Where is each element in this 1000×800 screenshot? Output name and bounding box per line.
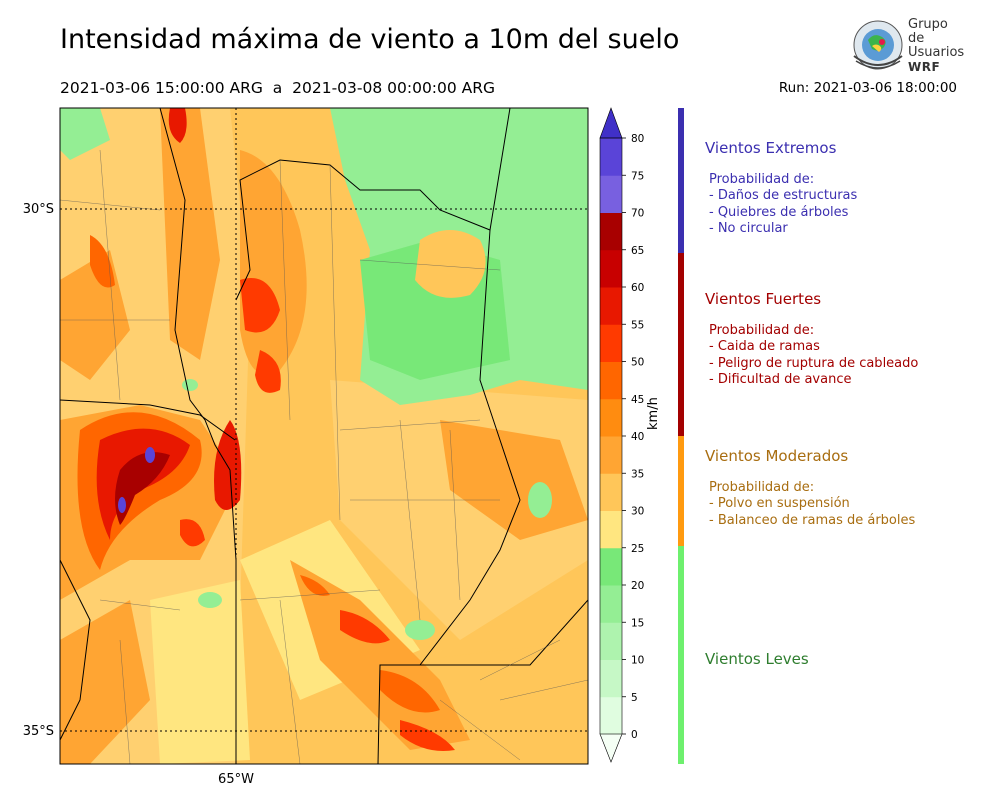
colorbar-segment (600, 547, 622, 586)
colorbar-tick-label: 20 (631, 580, 644, 592)
colorbar-over-triangle (599, 107, 623, 139)
colorbar-tick-label: 65 (631, 245, 644, 257)
legend-item: - Quiebres de árboles (709, 204, 849, 220)
map-frame (59, 107, 589, 765)
colorbar-segment (600, 175, 622, 213)
legend-item: - Polvo en suspensión (709, 496, 850, 512)
page-title: Intensidad máxima de viento a 10m del su… (60, 24, 680, 55)
colorbar-segment (600, 287, 622, 325)
logo-line-2: Usuarios (908, 45, 965, 60)
colorbar-under-triangle (599, 733, 623, 763)
colorbar-tick-label: 0 (631, 729, 638, 741)
legend-item: - Caida de ramas (709, 339, 820, 355)
colorbar-segment (600, 585, 622, 623)
run-time: Run: 2021-03-06 18:00:00 (778, 80, 957, 96)
lat-label-35s: 35°S (23, 724, 54, 739)
colorbar-segment (600, 249, 622, 288)
lat-label-30s: 30°S (23, 202, 54, 217)
colorbar-tick-label: 5 (631, 692, 638, 704)
legend-items-extremos: Probabilidad de: - Daños de estructuras … (709, 172, 857, 237)
colorbar: 0 5 10 15 20 25 30 35 40 45 50 55 60 65 70 75 80 (599, 107, 644, 763)
colorbar-tick-label: 60 (631, 282, 644, 294)
colorbar-tick-label: 15 (631, 617, 644, 629)
colorbar-tick-label: 70 (631, 208, 644, 220)
province-borders (60, 108, 588, 764)
colorbar-segment (600, 510, 622, 549)
wrf-users-logo: Grupo de Usuarios WRF (848, 16, 968, 74)
legend-bar-leves (678, 546, 684, 764)
colorbar-tick-label: 80 (631, 133, 644, 145)
legend-title-leves: Vientos Leves (705, 650, 809, 668)
globe-icon (853, 20, 903, 70)
legend-item: Probabilidad de: (709, 323, 815, 338)
legend-bar-extremos (678, 108, 684, 253)
legend-item: - Dificultad de avance (709, 371, 852, 387)
lon-label-65w: 65°W (218, 772, 254, 787)
colorbar-segment (600, 659, 622, 698)
logo-line-1: Grupo de (908, 17, 948, 46)
legend-title-fuertes: Vientos Fuertes (705, 290, 822, 308)
colorbar-tick-label: 55 (631, 319, 644, 331)
colorbar-segment (600, 696, 622, 735)
colorbar-segment (600, 324, 622, 362)
colorbar-tick-label: 10 (631, 655, 644, 667)
legend-title-extremos: Vientos Extremos (705, 139, 837, 157)
wind-field (60, 108, 588, 764)
colorbar-segment (600, 212, 622, 251)
legend-item: - Balanceo de ramas de árboles (709, 512, 916, 528)
colorbar-segment (600, 361, 622, 400)
legend-bar-moderados (678, 436, 684, 546)
colorbar-segment (600, 138, 622, 176)
legend-item: - No circular (709, 220, 788, 236)
colorbar-tick-label: 35 (631, 468, 644, 480)
graticule (60, 108, 588, 764)
legend-title-moderados: Vientos Moderados (705, 447, 849, 465)
legend-bar-fuertes (678, 253, 684, 436)
legend-item: Probabilidad de: (709, 172, 815, 187)
department-borders (60, 149, 588, 764)
logo-line-3: WRF (908, 60, 941, 74)
legend-item: - Peligro de ruptura de cableado (709, 355, 919, 371)
colorbar-tick-label: 45 (631, 394, 644, 406)
legend-items-fuertes: Probabilidad de: - Caida de ramas - Peli… (709, 323, 918, 388)
colorbar-tick-label: 25 (631, 543, 644, 555)
legend-item: - Daños de estructuras (709, 188, 858, 204)
colorbar-segment (600, 622, 622, 660)
colorbar-segment (600, 473, 622, 511)
colorbar-unit-label: km/h (646, 397, 661, 430)
colorbar-tick-label: 75 (631, 170, 644, 182)
colorbar-segment (600, 436, 622, 474)
legend-item: Probabilidad de: (709, 480, 815, 495)
forecast-period: 2021-03-06 15:00:00 ARG a 2021-03-08 00:… (60, 79, 496, 97)
legend-color-bar (678, 108, 684, 764)
colorbar-tick-label: 30 (631, 506, 644, 518)
colorbar-tick-label: 50 (631, 357, 644, 369)
colorbar-tick-label: 40 (631, 431, 644, 443)
colorbar-segment (600, 398, 622, 437)
legend-items-moderados: Probabilidad de: - Polvo en suspensión -… (709, 480, 915, 529)
